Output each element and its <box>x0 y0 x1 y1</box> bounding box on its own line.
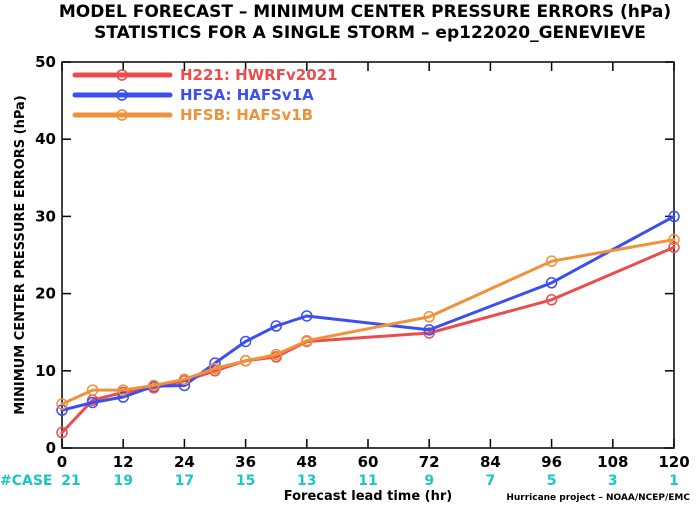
data-point <box>56 426 68 439</box>
case-count: 21 <box>61 473 80 489</box>
data-point <box>301 310 313 322</box>
x-tick-label: 72 <box>419 453 440 471</box>
series-1 <box>56 241 680 439</box>
y-tick-label: 40 <box>35 130 56 148</box>
case-count: 19 <box>113 473 132 489</box>
y-tick-label: 20 <box>35 285 56 303</box>
data-point <box>668 233 680 246</box>
x-tick-label: 120 <box>658 453 689 471</box>
x-tick-label: 96 <box>541 453 562 471</box>
data-point <box>270 320 282 332</box>
series-line <box>60 245 676 435</box>
data-point <box>423 324 435 336</box>
y-tick-label: 50 <box>35 53 56 71</box>
case-count: 13 <box>297 473 316 489</box>
data-point <box>423 327 435 339</box>
chart-title-line-1: MODEL FORECAST – MINIMUM CENTER PRESSURE… <box>59 2 671 22</box>
x-tick-label: 108 <box>597 453 628 471</box>
data-point <box>209 362 221 375</box>
legend-label: HFSA: HAFSv1A <box>180 86 314 104</box>
y-axis-title: MINIMUM CENTER PRESSURE ERRORS (hPa) <box>13 95 28 415</box>
data-point <box>117 384 129 396</box>
x-tick-label: 60 <box>358 453 379 471</box>
x-tick-label: 24 <box>174 453 195 471</box>
x-tick-label: 48 <box>296 453 317 471</box>
legend-marker <box>116 69 128 81</box>
data-point <box>301 334 313 347</box>
data-point <box>423 311 435 323</box>
credit-text: Hurricane project – NOAA/NCEP/EMC <box>506 493 690 503</box>
data-point <box>148 379 160 392</box>
case-row-label: #CASE <box>0 473 53 489</box>
case-count-row: #CASE 21 19 17 15 13 11 9 7 5 3 1 <box>0 473 679 489</box>
data-point <box>545 294 558 306</box>
data-point <box>86 384 99 396</box>
data-point <box>117 391 129 403</box>
series-2 <box>56 210 680 416</box>
x-tick-label: 36 <box>235 453 256 471</box>
legend-marker <box>116 109 128 121</box>
case-count: 5 <box>547 473 557 489</box>
y-tick-label: 0 <box>46 439 56 457</box>
data-point <box>270 348 282 361</box>
series-layer <box>56 210 680 439</box>
data-point <box>56 398 68 410</box>
x-tick-label: 84 <box>480 453 501 471</box>
chart-title-line-2: STATISTICS FOR A SINGLE STORM – ep122020… <box>94 23 646 43</box>
x-axis-title: Forecast lead time (hr) <box>284 489 452 504</box>
y-tick-label: 30 <box>35 207 56 225</box>
case-count: 7 <box>486 473 496 489</box>
legend-label: H221: HWRFv2021 <box>180 66 338 84</box>
data-point <box>668 241 680 254</box>
data-point <box>86 396 99 409</box>
x-tick-label: 0 <box>57 453 67 471</box>
legend: H221: HWRFv2021 HFSA: HAFSv1A HFSB: HAFSv1… <box>72 66 338 124</box>
data-point <box>545 277 558 289</box>
data-point <box>239 355 252 367</box>
legend-label: HFSB: HAFSv1B <box>180 106 313 124</box>
case-count: 1 <box>669 473 679 489</box>
x-tick-label: 12 <box>113 453 134 471</box>
data-point <box>239 335 252 348</box>
data-point <box>178 373 191 386</box>
case-count: 11 <box>358 473 377 489</box>
x-axis: 0 12 24 36 48 60 72 84 96 108 120 <box>57 62 690 471</box>
case-count: 3 <box>608 473 618 489</box>
data-point <box>545 255 558 267</box>
case-count: 17 <box>175 473 194 489</box>
y-tick-label: 10 <box>35 362 56 380</box>
data-point <box>668 210 680 223</box>
case-count: 9 <box>424 473 434 489</box>
legend-marker <box>116 89 128 101</box>
case-count: 15 <box>236 473 255 489</box>
series-3 <box>56 233 680 410</box>
